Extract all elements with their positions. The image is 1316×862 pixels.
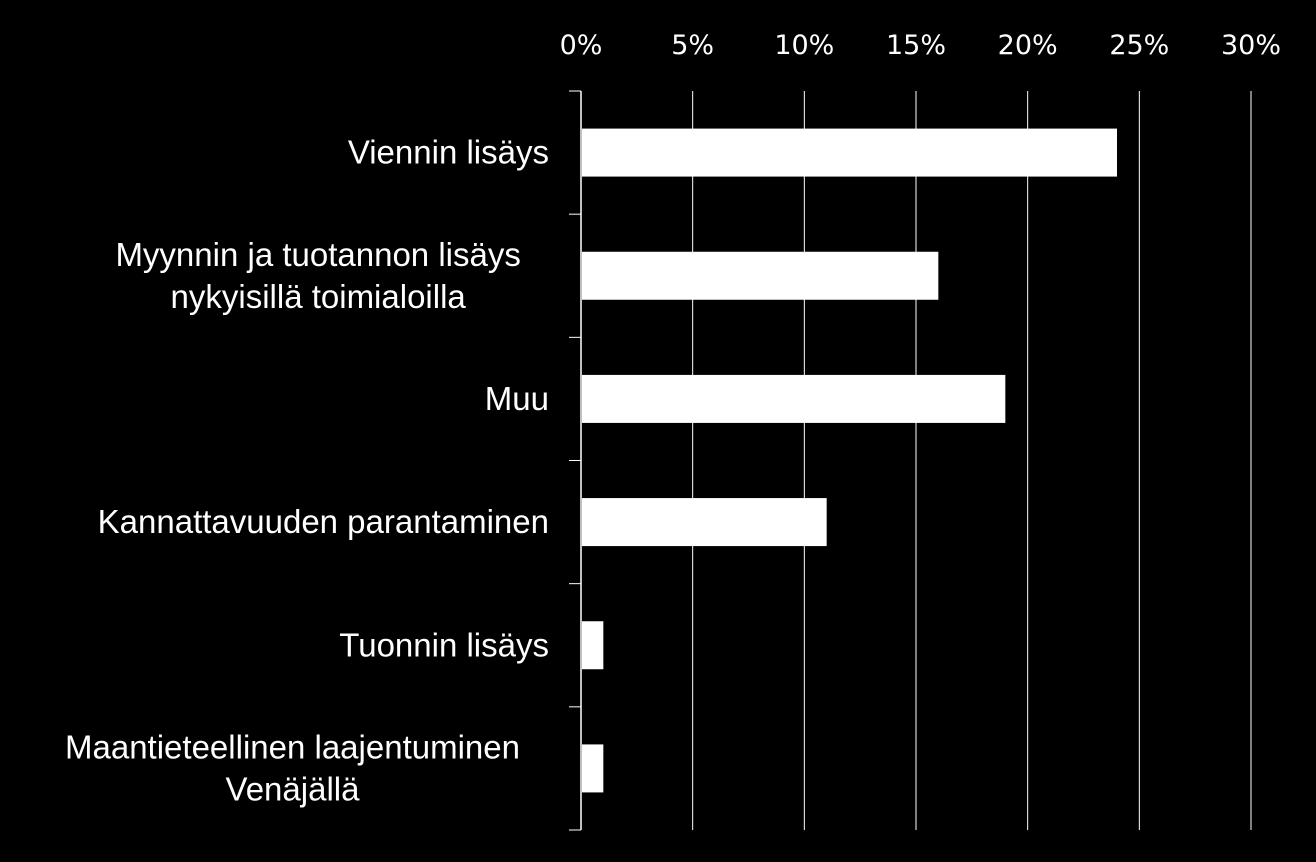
grid-lines <box>580 91 1252 830</box>
category-label: Maantieteellinen laajentuminen Venäjällä <box>65 728 520 807</box>
x-tick-label: 25% <box>1109 30 1169 61</box>
bar <box>582 744 604 793</box>
category-label: Kannattavuuden parantaminen <box>98 503 549 540</box>
x-tick-label: 5% <box>671 30 714 61</box>
category-label: Tuonnin lisäys <box>339 626 549 663</box>
category-label: Myynnin ja tuotannon lisäys nykyisillä to… <box>115 236 520 315</box>
bar <box>582 251 939 300</box>
x-axis-tick-labels: 0% 5% 10% 15% 20% 25% 30% <box>560 30 1281 61</box>
x-tick-label: 10% <box>774 30 834 61</box>
category-label-line: Maantieteellinen laajentuminen <box>65 728 520 765</box>
y-axis <box>569 90 582 831</box>
category-label: Viennin lisäys <box>348 134 549 171</box>
x-tick-label: 15% <box>886 30 946 61</box>
category-label-line: Viennin lisäys <box>348 134 549 171</box>
x-tick-label: 20% <box>998 30 1058 61</box>
category-label-line: Kannattavuuden parantaminen <box>98 503 549 540</box>
bars <box>582 128 1117 793</box>
category-label-line: nykyisillä toimialoilla <box>171 278 467 315</box>
bar <box>582 128 1117 177</box>
bar <box>582 621 604 670</box>
x-tick-label: 0% <box>560 30 603 61</box>
category-label-line: Venäjällä <box>226 770 361 807</box>
category-label: Muu <box>485 380 549 417</box>
x-tick-label: 30% <box>1221 30 1281 61</box>
category-label-line: Tuonnin lisäys <box>339 626 549 663</box>
category-label-line: Myynnin ja tuotannon lisäys <box>115 236 520 273</box>
bar <box>582 374 1006 423</box>
category-label-line: Muu <box>485 380 549 417</box>
category-labels: Viennin lisäys Myynnin ja tuotannon lisäy… <box>65 134 549 808</box>
bar <box>582 498 827 547</box>
